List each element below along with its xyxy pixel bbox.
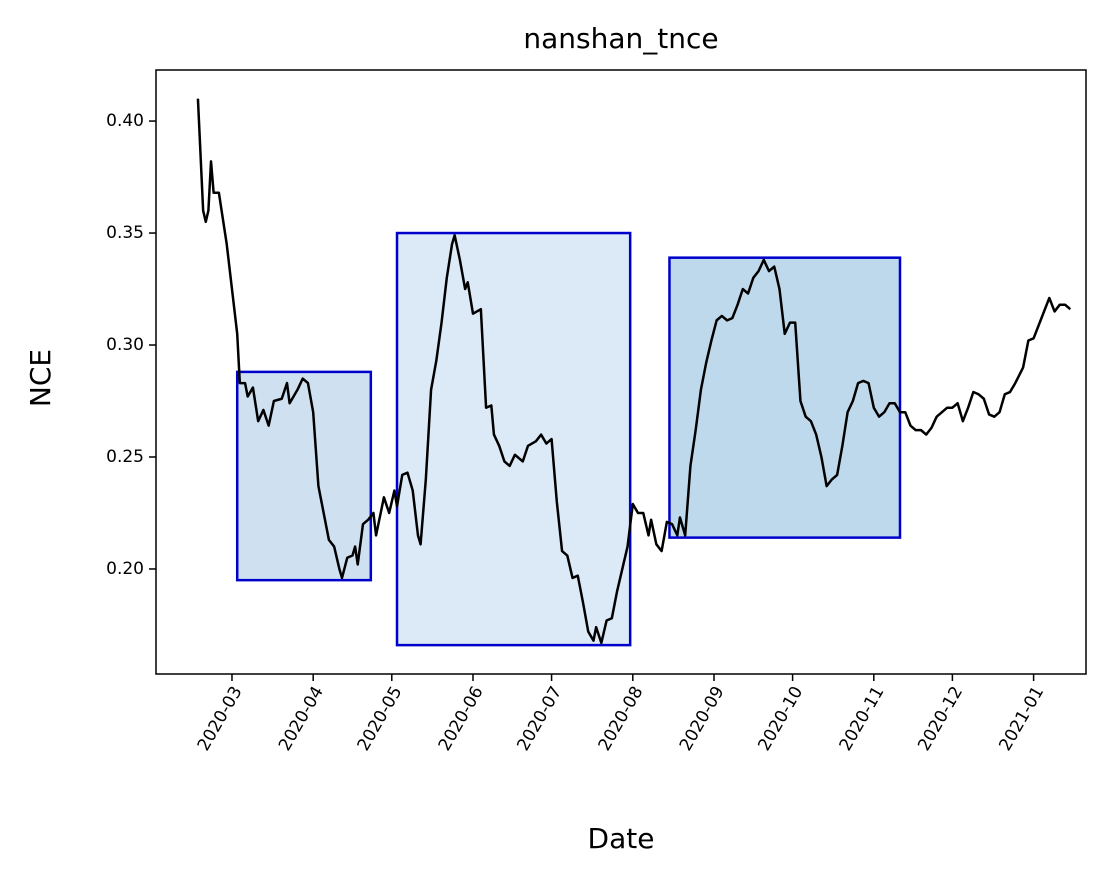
- x-axis-label: Date: [588, 822, 655, 855]
- x-tick-label: 2020-12: [914, 683, 967, 755]
- x-tick-label: 2020-08: [595, 683, 648, 755]
- x-tick-label: 2020-04: [275, 683, 328, 755]
- x-tick-label: 2020-10: [754, 683, 807, 755]
- data-line: [196, 98, 1072, 645]
- x-tick-label: 2020-03: [194, 683, 247, 755]
- x-tick-label: 2020-06: [435, 683, 488, 755]
- y-axis-label: NCE: [24, 349, 57, 407]
- x-tick-label: 2020-05: [354, 683, 407, 755]
- plot-frame: [155, 69, 1087, 675]
- y-tick-label: 0.25: [106, 447, 144, 467]
- y-tick-label: 0.40: [106, 111, 144, 131]
- y-tick-label: 0.35: [106, 223, 144, 243]
- highlight-region: [235, 370, 373, 582]
- highlight-region: [668, 256, 902, 539]
- y-tick-label: 0.20: [106, 559, 144, 579]
- x-tick-label: 2020-07: [513, 683, 566, 755]
- x-tick-label: 2021-01: [995, 683, 1048, 755]
- y-tick-label: 0.30: [106, 335, 144, 355]
- highlight-region: [395, 231, 632, 647]
- x-tick-label: 2020-09: [676, 683, 729, 755]
- chart-title: nanshan_tnce: [523, 22, 718, 55]
- x-tick-label: 2020-11: [836, 683, 889, 755]
